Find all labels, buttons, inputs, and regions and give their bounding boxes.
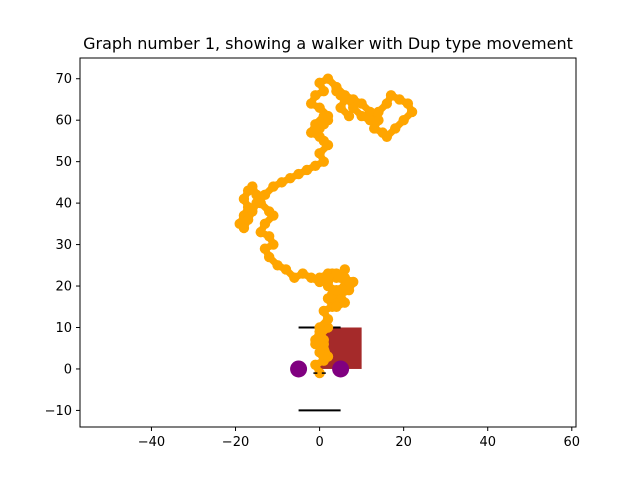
walker-point	[339, 272, 351, 283]
walker-point	[293, 168, 304, 180]
walker-point	[289, 272, 300, 283]
walker-point	[314, 148, 325, 159]
axes: −40 −20 0 20 40 60 −10 0 10 20 30 40 50 60 70	[45, 72, 581, 450]
walker-point	[263, 206, 275, 217]
walker-point	[318, 119, 329, 130]
walker-point	[280, 264, 292, 275]
walker-point	[310, 359, 321, 371]
walker-point	[390, 123, 401, 134]
walker-point	[318, 85, 329, 97]
walker-point	[322, 73, 334, 84]
walker-point	[242, 185, 254, 196]
walker-point	[314, 347, 325, 358]
walker-point	[364, 114, 376, 126]
walker-point	[255, 226, 266, 238]
walker-point	[305, 98, 317, 109]
walker-point	[251, 197, 262, 209]
x-tick-label: 40	[479, 435, 496, 450]
y-tick-label: 30	[55, 238, 72, 253]
walker-point	[242, 214, 254, 225]
walker-point	[314, 367, 325, 379]
walker-point	[394, 94, 405, 105]
walker-point	[369, 123, 380, 134]
walker-point	[310, 338, 321, 350]
x-tick-label: 60	[564, 435, 581, 450]
walker-point	[263, 231, 275, 242]
walker-point	[331, 301, 342, 312]
walker-point	[314, 102, 325, 113]
y-tick-label: 40	[55, 197, 72, 212]
walker-point	[402, 98, 414, 109]
walker-point	[318, 156, 329, 167]
walker-point	[263, 251, 275, 263]
walker-point	[247, 206, 258, 217]
x-tick-label: −40	[138, 435, 165, 450]
walker-point	[318, 305, 329, 317]
x-tick-label: 20	[395, 435, 412, 450]
y-tick-label: 70	[55, 72, 72, 87]
walker-point	[314, 131, 325, 142]
walker-point	[348, 102, 359, 113]
walker-point	[331, 268, 342, 279]
y-tick-label: 60	[55, 114, 72, 129]
start-marker	[290, 360, 308, 378]
y-tick-label: 50	[55, 155, 72, 170]
walker-point	[238, 193, 250, 205]
walker-point	[406, 106, 418, 118]
walker-point	[276, 177, 287, 188]
y-tick-label: 10	[55, 321, 72, 336]
walker-point	[318, 334, 329, 346]
y-tick-label: 0	[64, 362, 72, 377]
walker-point	[381, 131, 393, 142]
walker-point	[331, 284, 342, 296]
walker-point	[381, 98, 393, 109]
walker-point	[356, 110, 367, 122]
walker-point	[322, 110, 334, 122]
walker-point	[339, 264, 351, 275]
walker-point	[259, 243, 271, 254]
walker-point	[339, 297, 351, 308]
walker-point	[322, 314, 334, 325]
walker-point	[284, 173, 296, 184]
walker-point	[310, 90, 321, 101]
walker-point	[335, 102, 346, 113]
walker-point	[314, 322, 325, 333]
walker-point	[310, 160, 321, 171]
walker-point	[322, 272, 334, 283]
walker-point	[373, 114, 384, 126]
walker-point	[314, 276, 325, 288]
walker-point	[322, 322, 334, 333]
walker-point	[339, 94, 351, 105]
walker-point	[331, 85, 342, 97]
walker-point	[259, 218, 271, 230]
y-tick-label: −10	[45, 404, 72, 419]
walker-point	[251, 189, 262, 201]
start-marker	[332, 360, 350, 378]
walker-point	[314, 77, 325, 89]
walker-point	[398, 114, 409, 126]
walker-point	[310, 123, 321, 134]
walker-point	[297, 268, 308, 279]
plot-area	[234, 73, 418, 412]
walker-point	[259, 189, 271, 201]
chart-title: Graph number 1, showing a walker with Du…	[83, 34, 573, 53]
walker-point	[301, 164, 313, 176]
walker-point	[322, 351, 334, 362]
walker-point	[238, 222, 250, 234]
walker-point	[356, 98, 367, 109]
walker-point	[385, 90, 397, 101]
walker-point	[272, 260, 283, 271]
axes-frame	[79, 57, 577, 428]
walker-point	[268, 181, 279, 192]
x-tick-label: 0	[315, 435, 323, 450]
walker-point	[343, 110, 355, 122]
x-tick-label: −20	[222, 435, 249, 450]
walker-point	[373, 106, 384, 118]
walker-point	[268, 239, 279, 250]
walker-point	[364, 106, 376, 118]
y-tick-label: 20	[55, 280, 72, 295]
walker-point	[305, 272, 317, 283]
